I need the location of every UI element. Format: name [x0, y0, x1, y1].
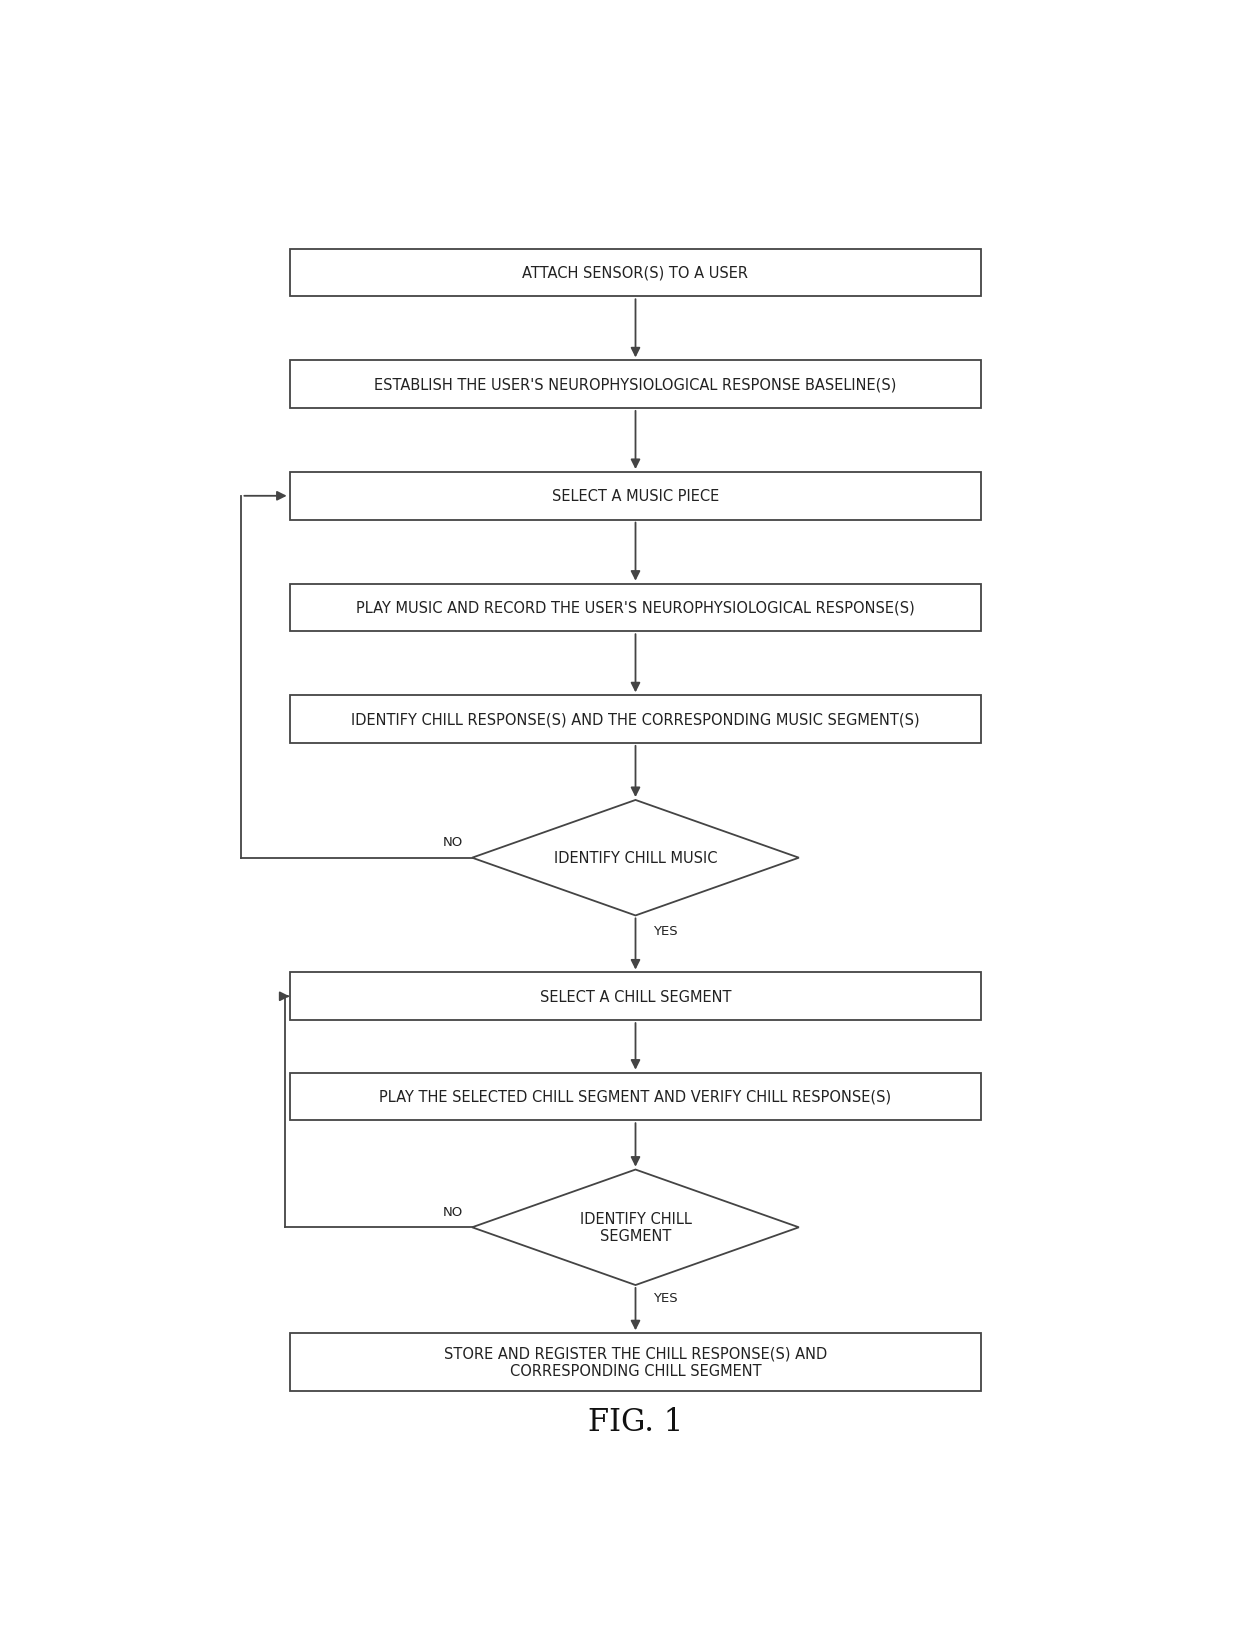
- FancyBboxPatch shape: [289, 1333, 982, 1390]
- FancyBboxPatch shape: [289, 973, 982, 1020]
- Text: PLAY THE SELECTED CHILL SEGMENT AND VERIFY CHILL RESPONSE(S): PLAY THE SELECTED CHILL SEGMENT AND VERI…: [379, 1089, 892, 1104]
- Text: ESTABLISH THE USER'S NEUROPHYSIOLOGICAL RESPONSE BASELINE(S): ESTABLISH THE USER'S NEUROPHYSIOLOGICAL …: [374, 378, 897, 393]
- Polygon shape: [472, 1170, 799, 1284]
- Text: IDENTIFY CHILL RESPONSE(S) AND THE CORRESPONDING MUSIC SEGMENT(S): IDENTIFY CHILL RESPONSE(S) AND THE CORRE…: [351, 712, 920, 727]
- FancyBboxPatch shape: [289, 696, 982, 743]
- Text: ATTACH SENSOR(S) TO A USER: ATTACH SENSOR(S) TO A USER: [522, 266, 749, 280]
- FancyBboxPatch shape: [289, 473, 982, 520]
- Text: NO: NO: [443, 836, 463, 849]
- FancyBboxPatch shape: [289, 362, 982, 409]
- Polygon shape: [472, 800, 799, 916]
- FancyBboxPatch shape: [289, 584, 982, 632]
- Text: STORE AND REGISTER THE CHILL RESPONSE(S) AND
CORRESPONDING CHILL SEGMENT: STORE AND REGISTER THE CHILL RESPONSE(S)…: [444, 1346, 827, 1379]
- FancyBboxPatch shape: [289, 1073, 982, 1120]
- Text: FIG. 1: FIG. 1: [588, 1407, 683, 1438]
- Text: NO: NO: [443, 1205, 463, 1218]
- Text: YES: YES: [652, 1291, 677, 1304]
- FancyBboxPatch shape: [289, 249, 982, 297]
- Text: SELECT A CHILL SEGMENT: SELECT A CHILL SEGMENT: [539, 989, 732, 1004]
- Text: IDENTIFY CHILL MUSIC: IDENTIFY CHILL MUSIC: [554, 851, 717, 866]
- Text: IDENTIFY CHILL
SEGMENT: IDENTIFY CHILL SEGMENT: [579, 1211, 692, 1244]
- Text: PLAY MUSIC AND RECORD THE USER'S NEUROPHYSIOLOGICAL RESPONSE(S): PLAY MUSIC AND RECORD THE USER'S NEUROPH…: [356, 600, 915, 616]
- Text: SELECT A MUSIC PIECE: SELECT A MUSIC PIECE: [552, 489, 719, 504]
- Text: YES: YES: [652, 924, 677, 937]
